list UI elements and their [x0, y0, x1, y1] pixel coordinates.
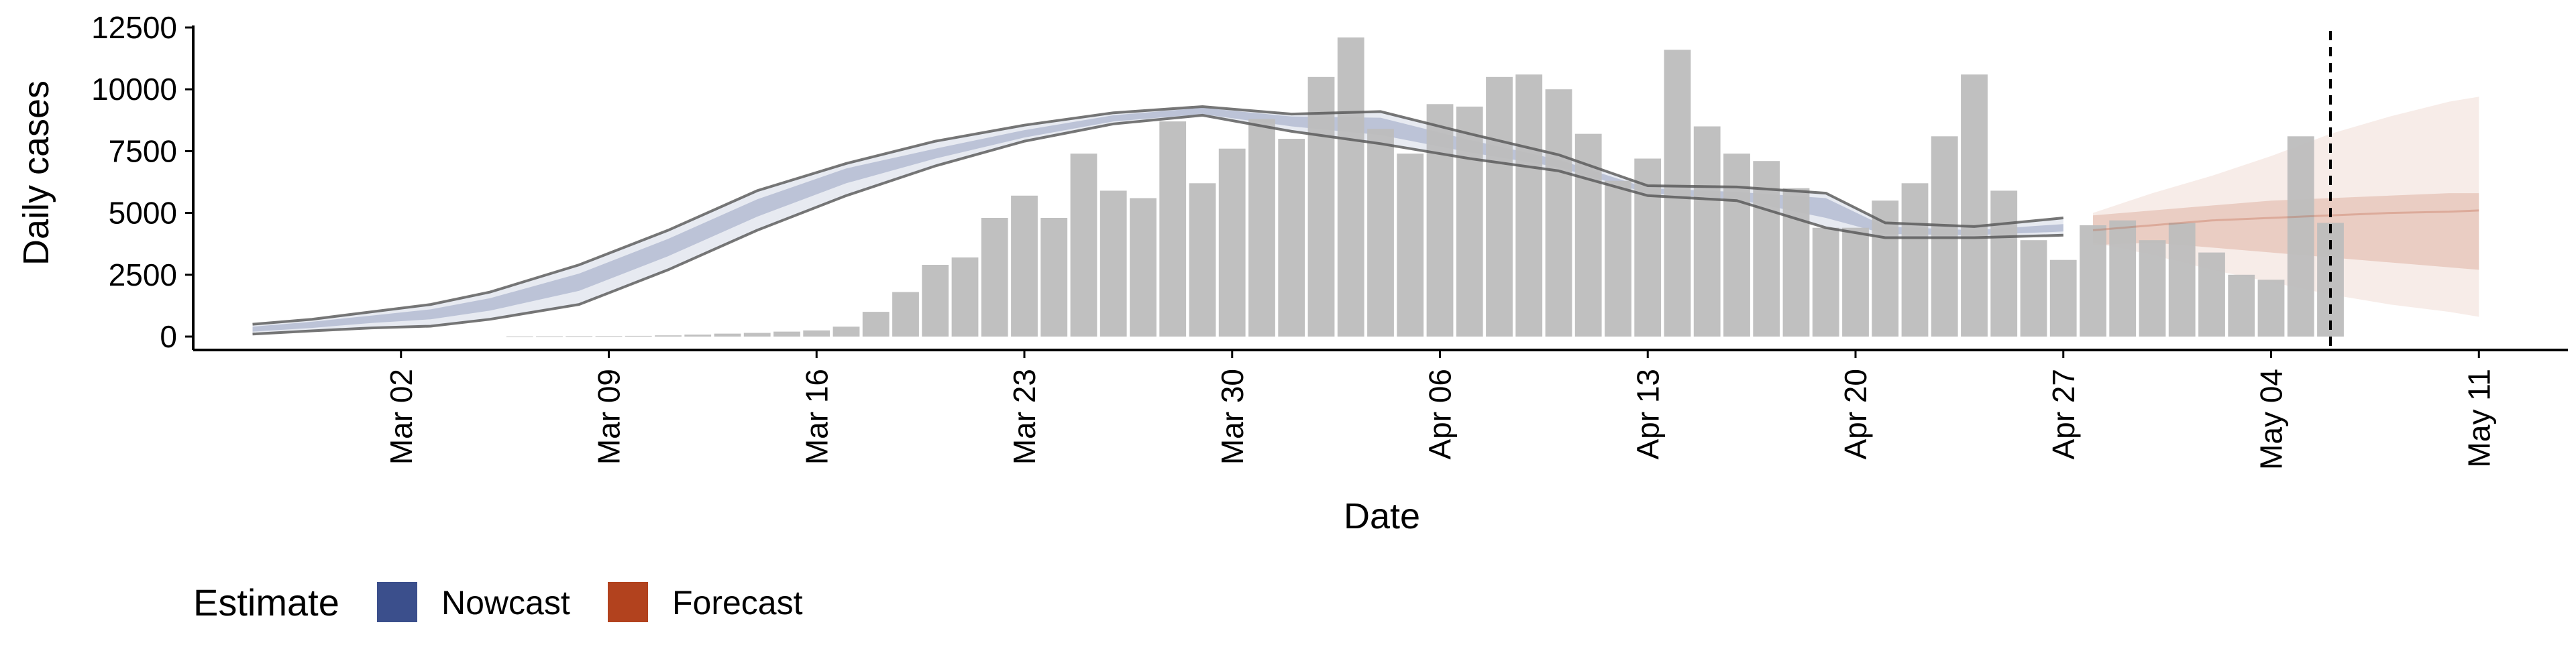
case-bar [1040, 218, 1068, 337]
case-bar [1337, 37, 1364, 337]
case-bar [684, 335, 712, 337]
case-bar [1812, 227, 1839, 337]
legend-swatch-nowcast [377, 582, 417, 622]
case-bar [1189, 183, 1216, 337]
case-bar [595, 336, 623, 337]
case-bar [1634, 158, 1662, 337]
case-bar [1901, 183, 1929, 337]
case-bar [1961, 74, 1988, 337]
legend-swatch-forecast [608, 582, 648, 622]
legend-label-nowcast: Nowcast [441, 584, 570, 622]
median-lines [252, 105, 2479, 336]
case-bar [566, 336, 593, 337]
case-bar [1307, 76, 1335, 337]
case-bar [714, 333, 741, 337]
case-bar [2168, 223, 2196, 337]
forecast-inner-band [2093, 193, 2479, 270]
case-bar [1159, 121, 1187, 337]
case-bar [1278, 139, 1305, 337]
case-bar [1397, 154, 1424, 337]
x-tick-label: Apr 06 [1423, 369, 1458, 460]
y-axis-ticks: 0 2500 5000 7500 10000 12500 [91, 10, 193, 354]
case-bar [922, 265, 949, 337]
case-bar [1099, 190, 1127, 337]
case-bar [951, 257, 979, 337]
case-bar [1130, 198, 1157, 337]
case-bar [892, 292, 919, 337]
x-tick-label: Mar 23 [1007, 369, 1042, 465]
case-bar [1515, 74, 1543, 337]
case-bar [1218, 148, 1246, 337]
y-tick-label: 0 [160, 319, 177, 354]
x-tick-label: May 11 [2461, 369, 2496, 467]
y-tick-label: 10000 [91, 72, 177, 107]
case-bar [2139, 240, 2166, 337]
case-bar [2080, 225, 2106, 337]
legend-items: Nowcast Forecast [377, 582, 803, 622]
case-bar [1070, 154, 1097, 337]
case-bar [833, 327, 860, 337]
case-bar [1782, 188, 1810, 337]
x-tick-label: Apr 13 [1630, 369, 1665, 460]
case-bar [1486, 76, 1513, 337]
case-bar [2228, 274, 2255, 337]
case-bar [2198, 252, 2225, 337]
y-tick-label: 7500 [109, 133, 177, 168]
y-tick-label: 5000 [109, 196, 177, 231]
case-bar [1990, 190, 2018, 337]
y-tick-label: 12500 [91, 10, 177, 45]
x-tick-label: Mar 30 [1215, 369, 1250, 465]
case-bar [1605, 180, 1631, 337]
case-bar [1872, 200, 1899, 337]
case-bar [1426, 104, 1454, 337]
x-axis-ticks: Mar 02 Mar 09 Mar 16 Mar 23 Mar 30 Apr 06 Apr … [384, 350, 2496, 470]
case-bar [1456, 107, 1483, 337]
y-axis-label: Daily cases [16, 80, 56, 266]
legend-title: Estimate [193, 581, 339, 624]
case-bar [655, 335, 682, 337]
x-tick-label: Mar 02 [384, 369, 419, 465]
case-bar [1545, 89, 1572, 337]
legend-label-forecast: Forecast [672, 584, 803, 622]
legend: Estimate Nowcast Forecast [193, 581, 803, 624]
case-bar [1248, 119, 1275, 337]
case-bar [1367, 129, 1394, 337]
case-bar [773, 331, 800, 337]
case-bar [862, 312, 890, 337]
case-bar [2049, 259, 2077, 337]
case-bar [1664, 50, 1691, 337]
case-bar [1011, 195, 1038, 337]
case-bar [2287, 136, 2314, 337]
x-tick-label: Apr 27 [2046, 369, 2081, 460]
case-bar [2020, 240, 2047, 337]
y-tick-label: 2500 [109, 257, 177, 292]
forecast-median-line [2092, 209, 2479, 231]
case-bar [2109, 220, 2137, 337]
x-tick-label: Apr 20 [1838, 369, 1873, 460]
nowcast-outer-band [252, 107, 2063, 335]
case-bar [625, 335, 652, 337]
x-tick-label: Mar 16 [799, 369, 834, 465]
case-bar [2257, 280, 2285, 337]
case-bar [1723, 154, 1750, 337]
nowcast-upper-edge [252, 105, 2063, 326]
nowcast-lower-edge [252, 113, 2063, 336]
case-bar [1693, 126, 1721, 337]
case-bar [981, 218, 1008, 337]
x-tick-label: Mar 09 [592, 369, 627, 465]
case-bar [803, 330, 830, 337]
case-bar [743, 333, 771, 337]
x-tick-label: May 04 [2254, 369, 2289, 470]
x-axis-label: Date [1344, 496, 1420, 536]
nowcast-inner-band [252, 107, 2063, 332]
case-bar [1842, 227, 1869, 337]
